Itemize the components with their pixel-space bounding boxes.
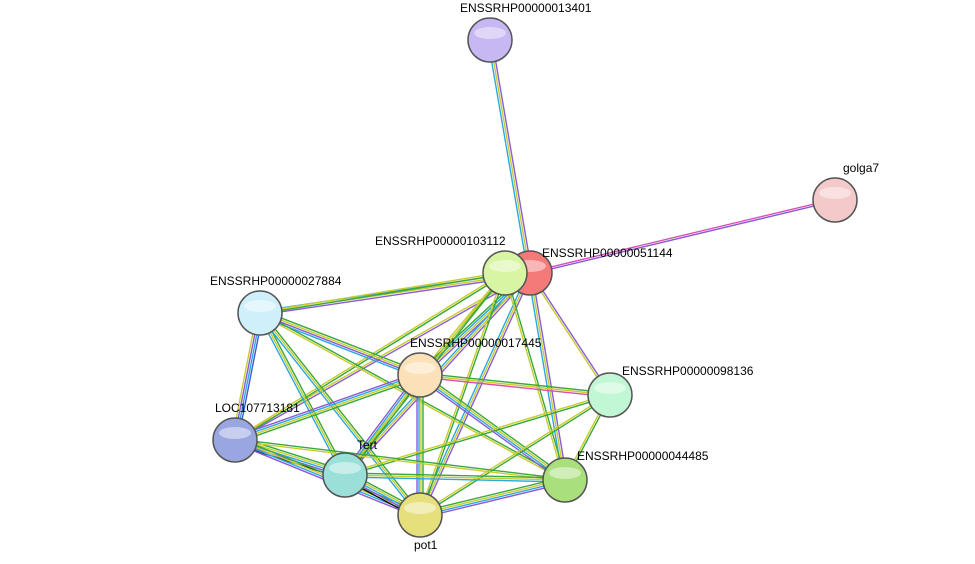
node-highlight <box>819 187 851 199</box>
edge <box>488 40 528 273</box>
network-graph: ENSSRHP00000013401golga7ENSSRHP000000511… <box>0 0 975 564</box>
node-n13401[interactable] <box>468 18 512 62</box>
node-n27884[interactable] <box>238 291 282 335</box>
node-circle[interactable] <box>468 18 512 62</box>
edge <box>490 40 530 273</box>
node-n17445[interactable] <box>398 353 442 397</box>
edge <box>506 273 566 480</box>
node-highlight <box>404 502 436 514</box>
edge <box>530 199 835 272</box>
node-label: ENSSRHP00000103112 <box>375 234 506 248</box>
node-circle[interactable] <box>813 178 857 222</box>
node-circle[interactable] <box>323 453 367 497</box>
node-golga7[interactable] <box>813 178 857 222</box>
node-label: LOC107713181 <box>215 401 300 415</box>
node-pot1[interactable] <box>398 493 442 537</box>
node-circle[interactable] <box>238 291 282 335</box>
node-tert[interactable] <box>323 453 367 497</box>
edge <box>420 373 610 393</box>
node-n103112[interactable] <box>483 251 527 295</box>
node-label: ENSSRHP00000027884 <box>210 274 342 288</box>
node-highlight <box>549 467 581 479</box>
node-label: pot1 <box>414 538 438 552</box>
node-highlight <box>474 27 506 39</box>
node-label: golga7 <box>843 161 879 175</box>
edge <box>492 40 532 273</box>
node-highlight <box>594 382 626 394</box>
node-highlight <box>489 260 521 272</box>
edge <box>260 314 420 376</box>
node-circle[interactable] <box>588 373 632 417</box>
node-label: ENSSRHP00000013401 <box>460 1 592 15</box>
node-circle[interactable] <box>398 493 442 537</box>
node-highlight <box>329 462 361 474</box>
node-label: ENSSRHP00000017445 <box>410 336 542 350</box>
edge <box>504 273 564 480</box>
node-label: ENSSRHP00000044485 <box>577 449 709 463</box>
edge <box>260 272 505 312</box>
node-highlight <box>244 300 276 312</box>
node-n44485[interactable] <box>543 458 587 502</box>
edge <box>530 273 565 480</box>
node-highlight <box>219 427 251 439</box>
edge <box>530 201 835 274</box>
node-circle[interactable] <box>213 418 257 462</box>
node-label: ENSSRHP00000098136 <box>622 364 754 378</box>
node-circle[interactable] <box>543 458 587 502</box>
node-loc[interactable] <box>213 418 257 462</box>
node-n98136[interactable] <box>588 373 632 417</box>
node-highlight <box>404 362 436 374</box>
node-circle[interactable] <box>483 251 527 295</box>
node-circle[interactable] <box>398 353 442 397</box>
